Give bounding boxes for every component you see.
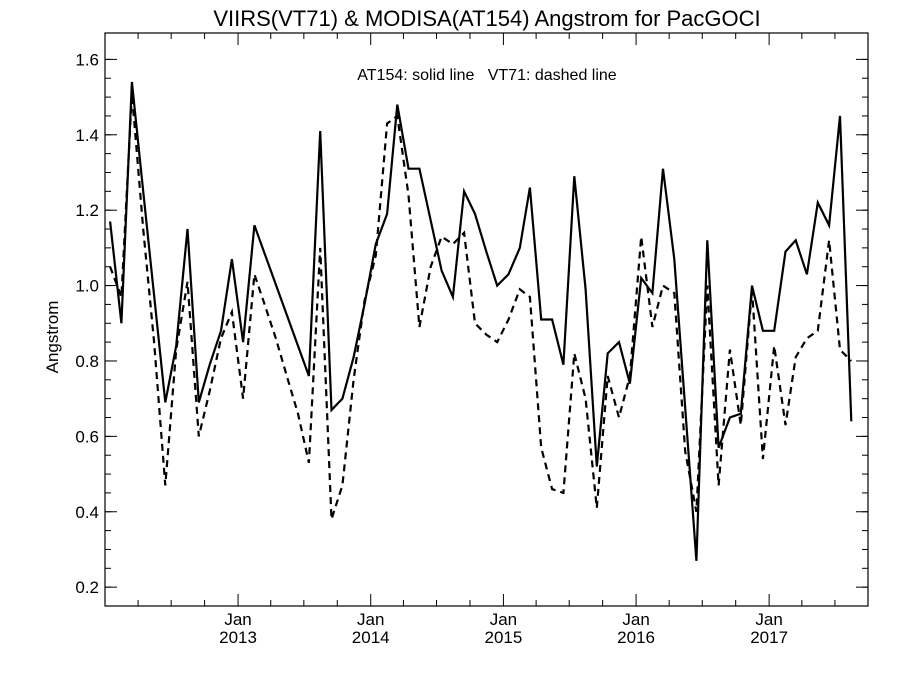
plot-frame [104,32,869,607]
x-tick-month: Jan [755,610,782,629]
x-tick-year: 2015 [484,628,522,647]
x-tick-year: 2016 [617,628,655,647]
x-tick-month: Jan [622,610,649,629]
chart-annotation: AT154: solid line VT71: dashed line [357,67,617,84]
y-tick-label: 1.6 [75,50,99,69]
y-tick-label: 0.2 [75,578,99,597]
y-tick-label: 0.4 [75,503,99,522]
tick-labels: 0.20.40.60.81.01.21.41.6Jan2013Jan2014Ja… [75,50,788,647]
x-tick-month: Jan [357,610,384,629]
x-tick-year: 2014 [352,628,390,647]
series-line-at154 [109,81,853,561]
x-tick-year: 2017 [750,628,788,647]
axis-ticks [105,33,868,606]
x-tick-month: Jan [224,610,251,629]
series-layer [109,81,853,561]
y-tick-label: 1.4 [75,126,99,145]
chart-title: VIIRS(VT71) & MODISA(AT154) Angstrom for… [213,6,760,31]
x-tick-year: 2013 [219,628,257,647]
y-tick-label: 1.2 [75,201,99,220]
y-tick-label: 0.6 [75,427,99,446]
y-axis-label: Angstrom [43,301,62,374]
x-tick-month: Jan [490,610,517,629]
y-tick-label: 1.0 [75,277,99,296]
y-tick-label: 0.8 [75,352,99,371]
series-line-vt71 [109,93,853,520]
